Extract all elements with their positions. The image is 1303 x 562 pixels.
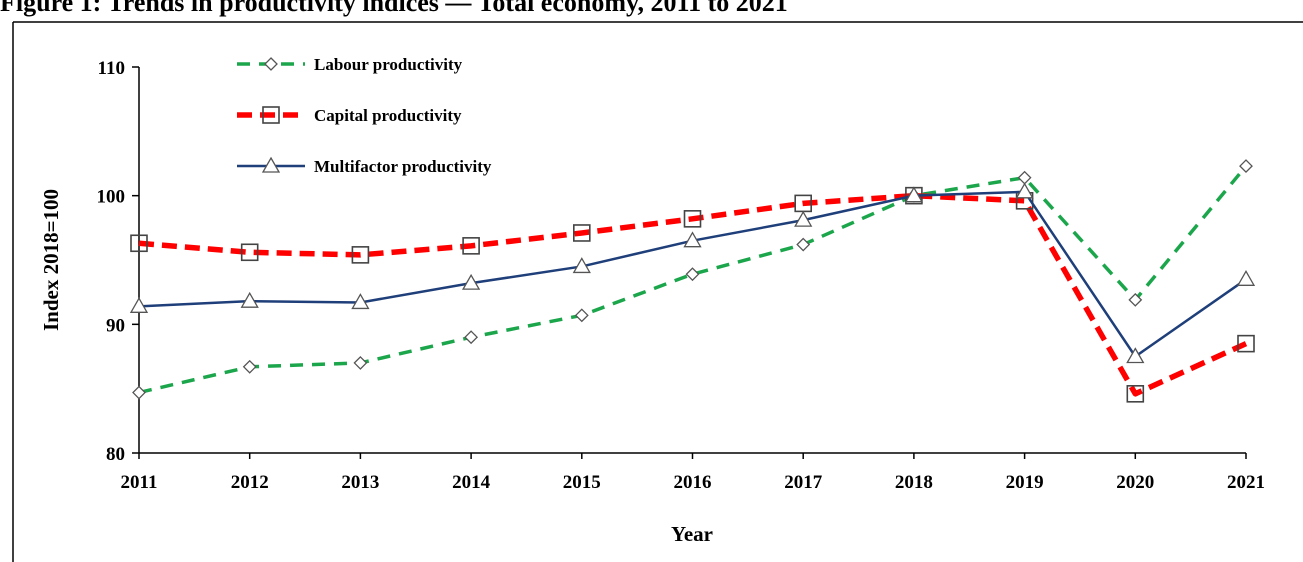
data-point-capital-productivity	[1237, 334, 1255, 353]
data-point-labour-productivity	[1239, 159, 1253, 173]
data-point-labour-productivity	[132, 385, 146, 400]
data-point-multifactor-productivity	[794, 210, 813, 227]
legend-swatch-marker	[264, 57, 278, 71]
data-point-capital-productivity	[240, 243, 259, 262]
x-tick-label: 2011	[121, 472, 158, 493]
data-point-capital-productivity	[462, 237, 480, 255]
data-point-labour-productivity	[242, 359, 257, 374]
axes: 80 90 100 110 2011 2012 2013 2014 2015 2016 2017 20…	[97, 58, 1266, 493]
x-tick-label: 2017	[784, 472, 823, 493]
data-point-multifactor-productivity	[904, 186, 924, 203]
data-point-labour-productivity	[796, 237, 811, 252]
legend-item-capital-productivity: Capital productivity	[237, 106, 462, 125]
data-point-multifactor-productivity	[572, 257, 591, 274]
data-point-multifactor-productivity	[461, 273, 481, 290]
data-point-multifactor-productivity	[683, 231, 702, 248]
x-tick-label: 2016	[674, 472, 712, 493]
series-multifactor-productivity	[129, 182, 1256, 364]
data-point-labour-productivity	[464, 330, 479, 345]
y-tick-label: 80	[106, 444, 125, 465]
data-point-labour-productivity	[1128, 292, 1143, 307]
data-point-labour-productivity	[574, 308, 589, 323]
data-point-labour-productivity	[1017, 170, 1032, 185]
data-point-capital-productivity	[1126, 385, 1145, 403]
x-tick-label: 2013	[341, 472, 379, 493]
data-point-multifactor-productivity	[1236, 269, 1256, 286]
legend-item-multifactor-productivity: Multifactor productivity	[237, 156, 492, 176]
data-point-multifactor-productivity	[1015, 182, 1034, 199]
data-point-capital-productivity	[572, 224, 591, 242]
data-point-capital-productivity	[351, 246, 370, 264]
series-labour-productivity	[132, 159, 1253, 400]
legend-label: Multifactor productivity	[314, 157, 492, 176]
data-point-labour-productivity	[685, 267, 700, 282]
data-point-capital-productivity	[130, 234, 148, 253]
legend-label: Labour productivity	[314, 55, 463, 74]
x-tick-label: 2019	[1006, 472, 1044, 493]
legend-label: Capital productivity	[314, 106, 462, 125]
legend: Labour productivity Capital productivity M…	[237, 55, 492, 176]
figure-title: Figure 1: Trends in productivity indices…	[0, 0, 788, 17]
x-tick-label: 2012	[231, 472, 269, 493]
data-point-capital-productivity	[683, 210, 702, 228]
x-tick-label: 2018	[895, 472, 933, 493]
y-tick-label: 100	[97, 187, 126, 208]
x-axis-title: Year	[671, 522, 713, 546]
legend-swatch-marker	[262, 106, 280, 124]
y-axis-title: Index 2018=100	[39, 189, 63, 331]
data-point-multifactor-productivity	[351, 293, 370, 310]
x-tick-label: 2020	[1116, 472, 1154, 493]
data-point-multifactor-productivity	[240, 291, 259, 308]
x-tick-label: 2014	[452, 472, 491, 493]
legend-swatch-marker	[261, 156, 281, 173]
x-tick-label: 2021	[1227, 472, 1265, 493]
y-tick-label: 110	[98, 58, 125, 79]
data-point-multifactor-productivity	[1126, 347, 1145, 364]
y-tick-label: 90	[106, 315, 125, 336]
series-layer	[129, 159, 1256, 403]
data-point-labour-productivity	[353, 356, 368, 370]
series-capital-productivity	[130, 186, 1255, 403]
legend-item-labour-productivity: Labour productivity	[237, 55, 463, 74]
x-tick-label: 2015	[563, 472, 601, 493]
series-line-capital-productivity	[138, 192, 1248, 397]
data-point-multifactor-productivity	[129, 297, 149, 313]
series-line-labour-productivity	[138, 164, 1248, 395]
